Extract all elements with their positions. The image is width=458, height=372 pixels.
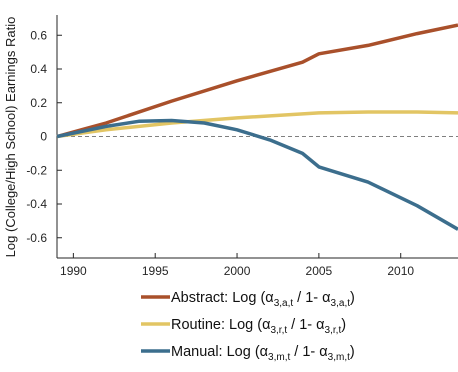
legend-text-part: / 1- α bbox=[293, 290, 330, 306]
legend-text-part: ) bbox=[350, 290, 355, 306]
series-line-routine bbox=[56, 110, 458, 139]
legend-text-part: / 1- α bbox=[287, 317, 324, 333]
legend-subscript: 3,m,t bbox=[328, 352, 350, 363]
legend-text-part: Abstract: Log (α bbox=[171, 290, 274, 306]
legend-text-part: Manual: Log (α bbox=[171, 344, 268, 360]
y-tick-label: -0.4 bbox=[26, 197, 47, 211]
legend-subscript: 3,a,t bbox=[274, 298, 294, 309]
series-line-abstract bbox=[56, 23, 458, 139]
y-tick-label: -0.6 bbox=[26, 231, 47, 245]
y-tick-label: 0.2 bbox=[30, 96, 47, 110]
legend-label-routine: Routine: Log (α3,r,t / 1- α3,r,t) bbox=[171, 317, 346, 336]
legend-text-part: ) bbox=[341, 317, 346, 333]
legend-label-manual: Manual: Log (α3,m,t / 1- α3,m,t) bbox=[171, 344, 355, 363]
legend-label-abstract: Abstract: Log (α3,a,t / 1- α3,a,t) bbox=[171, 290, 355, 309]
x-tick-label: 1995 bbox=[142, 264, 169, 278]
plot-area: 0.6 0.4 0.2 0 -0.2 -0.4 -0.6 1990 1995 2000 2005 20… bbox=[26, 15, 458, 278]
y-tick-label: -0.2 bbox=[26, 163, 47, 177]
y-tick-label: 0.6 bbox=[30, 28, 47, 42]
legend-subscript: 3,a,t bbox=[331, 298, 351, 309]
x-tick-label: 2000 bbox=[224, 264, 251, 278]
legend-subscript: 3,r,t bbox=[325, 325, 342, 336]
x-tick-label: 2010 bbox=[387, 264, 414, 278]
legend: Abstract: Log (α3,a,t / 1- α3,a,t)Routin… bbox=[141, 290, 355, 363]
legend-text-part: Routine: Log (α bbox=[171, 317, 270, 333]
legend-text-part: ) bbox=[350, 344, 355, 360]
y-tick-label: 0.4 bbox=[30, 62, 47, 76]
legend-subscript: 3,m,t bbox=[268, 352, 290, 363]
y-tick-label: 0 bbox=[40, 130, 47, 144]
legend-subscript: 3,r,t bbox=[270, 325, 287, 336]
x-tick-label: 2005 bbox=[306, 264, 333, 278]
x-tick-label: 1990 bbox=[60, 264, 87, 278]
y-axis-title: Log (College/High School) Earnings Ratio bbox=[3, 17, 18, 258]
series-line-manual bbox=[56, 118, 458, 231]
legend-text-part: / 1- α bbox=[290, 344, 327, 360]
